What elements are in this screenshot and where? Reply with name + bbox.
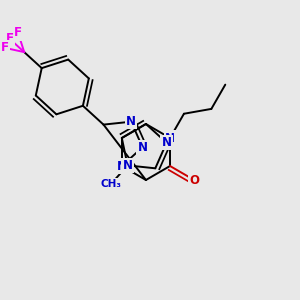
Text: N: N: [162, 136, 172, 149]
Text: O: O: [189, 173, 199, 187]
Text: N: N: [137, 141, 148, 154]
Text: N: N: [165, 131, 175, 145]
Text: N: N: [123, 159, 133, 172]
Text: F: F: [5, 32, 14, 45]
Text: N: N: [126, 115, 136, 128]
Text: CH₃: CH₃: [100, 179, 121, 189]
Text: N: N: [117, 160, 127, 172]
Text: F: F: [1, 41, 9, 54]
Text: F: F: [14, 26, 22, 39]
